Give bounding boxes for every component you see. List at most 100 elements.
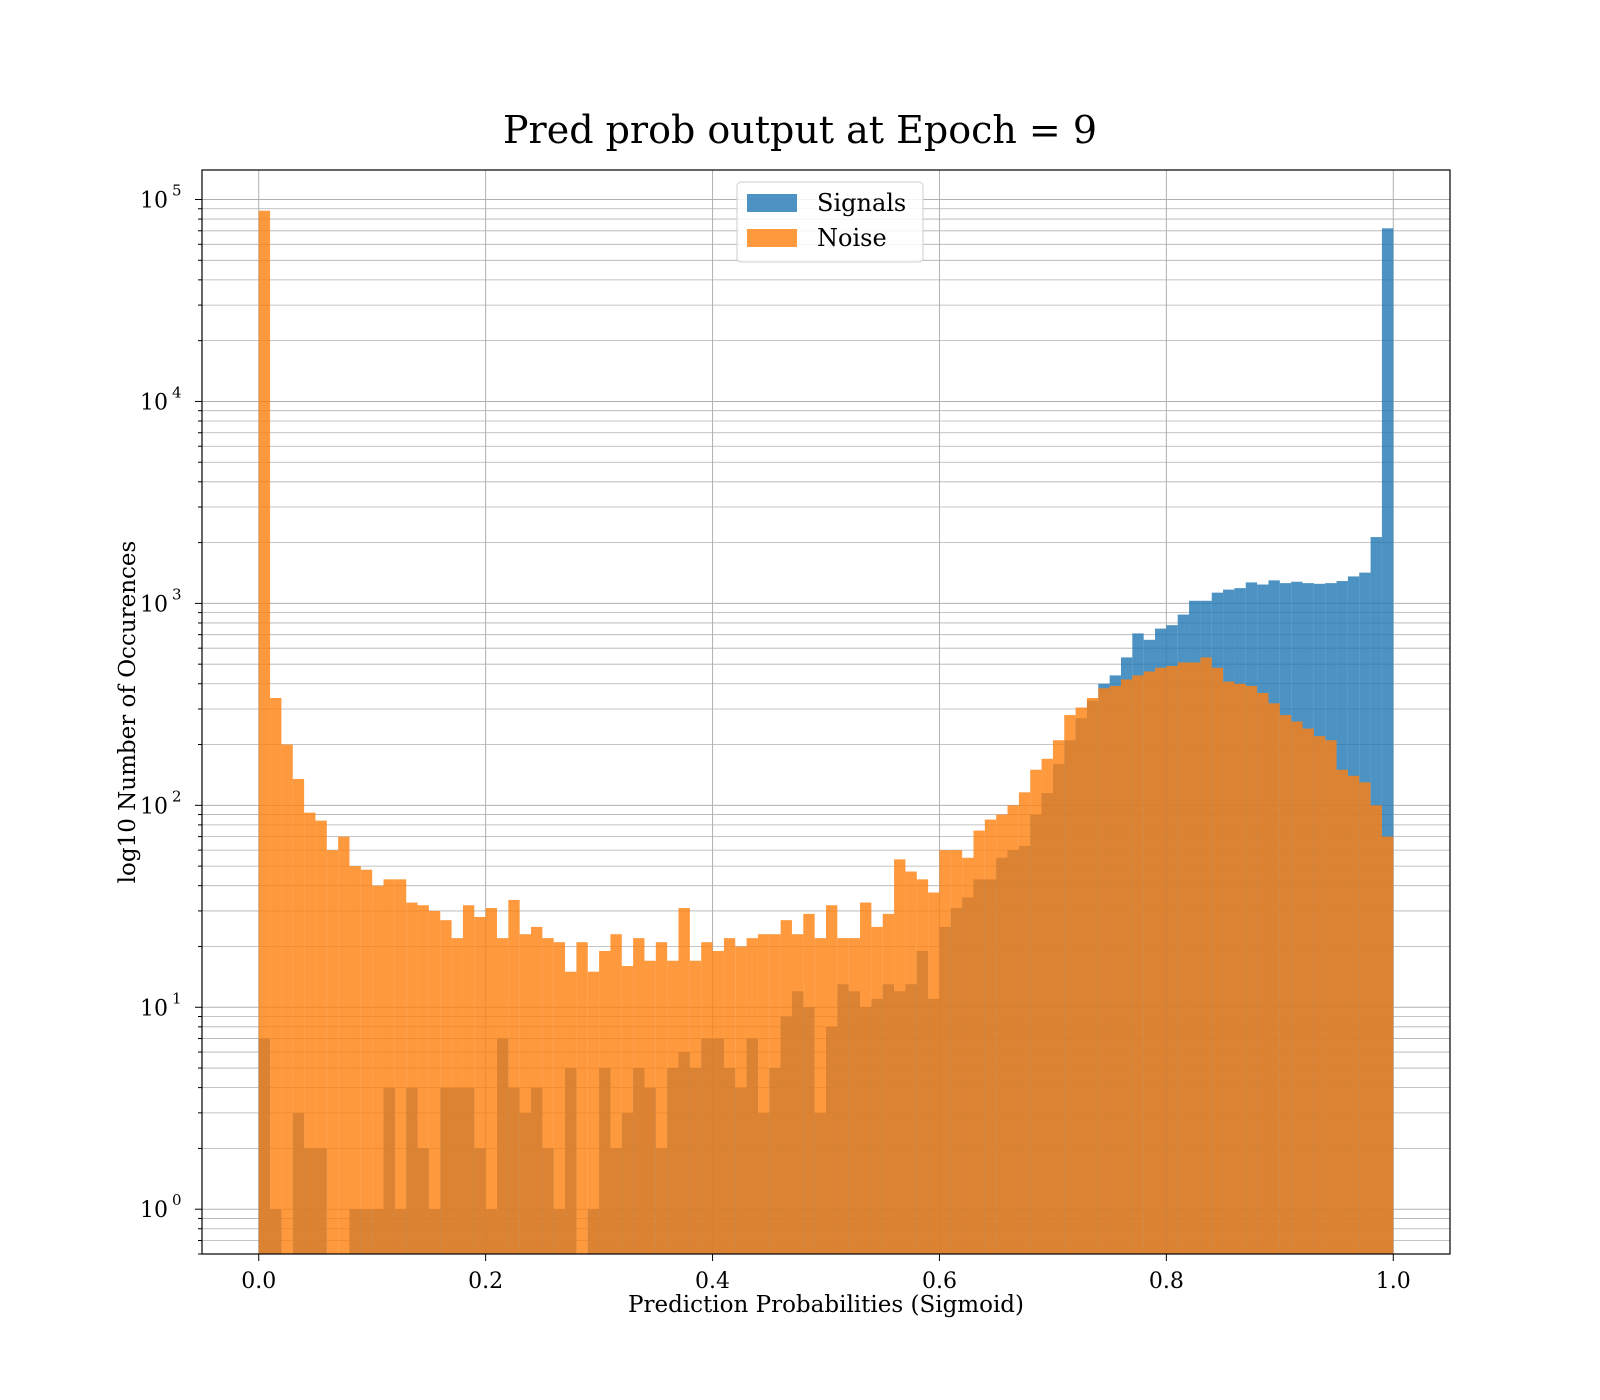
bar-noise bbox=[553, 942, 566, 1254]
y-tick-label-exponent: 5 bbox=[172, 182, 182, 200]
bar-signals bbox=[1381, 228, 1394, 1255]
bar-noise bbox=[633, 938, 645, 1254]
x-tick-label: 1.0 bbox=[1376, 1269, 1411, 1294]
bar-noise bbox=[826, 905, 838, 1254]
x-tick-label: 0.0 bbox=[241, 1269, 276, 1294]
bar-noise bbox=[360, 869, 373, 1254]
legend-label-signals: Signals bbox=[817, 189, 906, 217]
bar-noise bbox=[655, 942, 668, 1254]
bar-noise bbox=[791, 934, 804, 1254]
bar-noise bbox=[315, 820, 327, 1254]
bar-noise bbox=[1268, 703, 1280, 1254]
bar-noise bbox=[644, 960, 656, 1254]
bar-noise bbox=[440, 920, 452, 1254]
bar-noise bbox=[1143, 671, 1156, 1254]
bar-noise bbox=[723, 938, 736, 1254]
y-tick-label-exponent: 0 bbox=[172, 1191, 182, 1209]
bar-noise bbox=[1132, 675, 1144, 1254]
bar-noise bbox=[882, 913, 895, 1254]
x-tick-label: 0.2 bbox=[468, 1269, 503, 1294]
bar-noise bbox=[814, 938, 826, 1254]
bar-noise bbox=[962, 857, 974, 1254]
bar-noise bbox=[1166, 665, 1178, 1254]
bar-noise bbox=[1098, 688, 1110, 1254]
bar-noise bbox=[542, 938, 554, 1254]
bar-noise bbox=[689, 960, 702, 1254]
bar-noise bbox=[894, 859, 906, 1254]
y-tick-label-exponent: 2 bbox=[172, 787, 182, 805]
bar-noise bbox=[1359, 782, 1371, 1254]
bar-noise bbox=[531, 926, 543, 1254]
bar-noise bbox=[474, 916, 486, 1254]
bar-noise bbox=[735, 946, 747, 1254]
bar-noise bbox=[1007, 805, 1019, 1254]
bar-noise bbox=[973, 830, 985, 1254]
y-tick-label: 10 bbox=[140, 1198, 168, 1223]
bar-noise bbox=[258, 210, 271, 1254]
y-tick-label: 10 bbox=[140, 592, 168, 617]
bar-noise bbox=[1325, 740, 1337, 1254]
bar-noise bbox=[939, 850, 951, 1254]
bar-noise bbox=[769, 934, 781, 1254]
bar-noise bbox=[746, 938, 758, 1254]
bar-noise bbox=[417, 905, 429, 1254]
bar-noise bbox=[1109, 685, 1121, 1254]
bar-noise bbox=[1030, 769, 1042, 1254]
bar-noise bbox=[1086, 697, 1099, 1254]
bar-noise bbox=[1155, 667, 1167, 1254]
bar-noise bbox=[1200, 657, 1212, 1254]
bar-noise bbox=[678, 908, 690, 1254]
bar-noise bbox=[871, 926, 883, 1254]
bar-noise bbox=[1370, 805, 1382, 1254]
y-axis-label: log10 Number of Occurences bbox=[115, 541, 141, 884]
bar-noise bbox=[1347, 775, 1360, 1254]
bar-noise bbox=[1120, 679, 1133, 1254]
bar-noise bbox=[462, 905, 475, 1254]
bars bbox=[258, 210, 1394, 1255]
bar-noise bbox=[757, 934, 770, 1254]
bar-noise bbox=[780, 920, 792, 1254]
bar-noise bbox=[1177, 662, 1190, 1254]
bar-noise bbox=[928, 892, 940, 1254]
y-tick-label-exponent: 3 bbox=[172, 585, 182, 603]
bar-noise bbox=[916, 879, 929, 1254]
bar-noise bbox=[406, 902, 418, 1254]
bar-noise bbox=[1302, 728, 1314, 1254]
bar-noise bbox=[621, 966, 634, 1254]
chart-title: Pred prob output at Epoch = 9 bbox=[503, 108, 1097, 152]
bar-noise bbox=[803, 913, 815, 1254]
bar-noise bbox=[519, 934, 532, 1254]
bar-noise bbox=[304, 812, 316, 1254]
bar-noise bbox=[383, 879, 395, 1254]
bar-noise bbox=[1381, 836, 1394, 1254]
bar-noise bbox=[326, 850, 339, 1254]
bar-noise bbox=[1064, 715, 1076, 1254]
bar-noise bbox=[1223, 681, 1235, 1254]
bar-noise bbox=[338, 836, 350, 1254]
y-tick-label-exponent: 1 bbox=[172, 989, 182, 1007]
bar-noise bbox=[905, 871, 917, 1254]
bar-noise bbox=[292, 779, 305, 1254]
x-tick-label: 0.8 bbox=[1149, 1269, 1184, 1294]
bar-noise bbox=[996, 814, 1008, 1254]
bar-noise bbox=[1313, 736, 1326, 1254]
bar-noise bbox=[837, 938, 849, 1254]
bar-noise bbox=[576, 942, 588, 1254]
bar-noise bbox=[1018, 792, 1031, 1254]
legend-swatch-noise bbox=[747, 229, 797, 247]
bar-noise bbox=[451, 938, 463, 1254]
bar-noise bbox=[1279, 715, 1292, 1254]
bar-noise bbox=[508, 899, 520, 1254]
y-tick-label: 10 bbox=[140, 189, 168, 214]
bar-noise bbox=[950, 850, 963, 1254]
bar-noise bbox=[1041, 758, 1053, 1254]
bar-noise bbox=[587, 971, 600, 1254]
legend: Signals Noise bbox=[736, 181, 924, 263]
bar-noise bbox=[281, 744, 293, 1254]
bar-noise bbox=[372, 885, 384, 1254]
bar-noise bbox=[565, 971, 577, 1254]
bar-noise bbox=[860, 902, 872, 1254]
bar-noise bbox=[1336, 769, 1348, 1254]
bar-noise bbox=[1234, 683, 1246, 1254]
